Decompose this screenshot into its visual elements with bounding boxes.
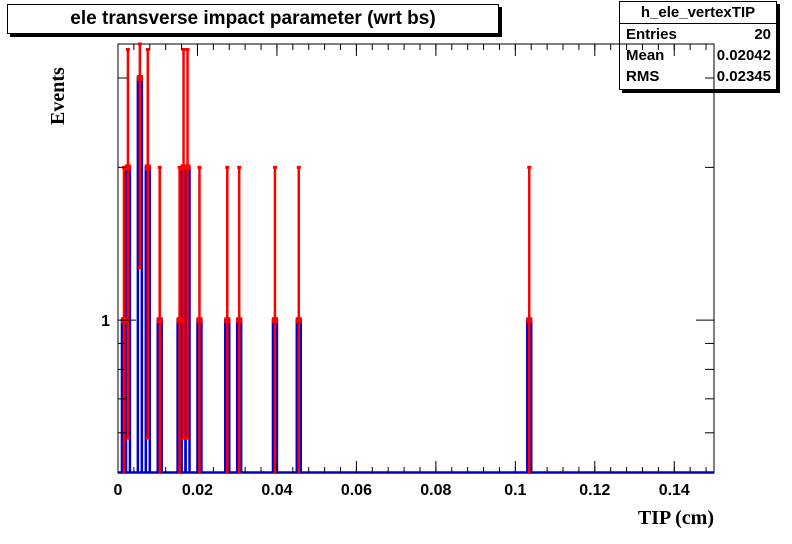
data-point xyxy=(271,165,278,473)
point-marker xyxy=(176,317,183,324)
stats-row-rms: RMS 0.02345 xyxy=(620,66,776,87)
point-marker xyxy=(136,74,143,81)
point-marker xyxy=(526,317,533,324)
data-point xyxy=(124,47,131,440)
stats-label-entries: Entries xyxy=(626,26,677,43)
point-marker xyxy=(236,317,243,324)
data-point xyxy=(224,165,231,473)
point-marker xyxy=(184,164,191,171)
data-point xyxy=(144,47,151,440)
data-point xyxy=(136,42,143,270)
point-marker xyxy=(295,317,302,324)
stats-box: h_ele_vertexTIP Entries 20 Mean 0.02042 … xyxy=(619,1,777,90)
stats-row-entries: Entries 20 xyxy=(620,24,776,45)
stats-label-rms: RMS xyxy=(626,68,660,85)
point-marker xyxy=(196,317,203,324)
point-marker xyxy=(180,164,187,171)
x-tick-label: 0.1 xyxy=(504,482,526,499)
stats-value-entries: 20 xyxy=(754,26,771,43)
x-tick-label: 0.08 xyxy=(420,482,451,499)
y-axis-label: Events xyxy=(47,67,69,125)
x-tick-label: 0 xyxy=(114,482,123,499)
x-tick-label: 0.02 xyxy=(182,482,213,499)
y-tick-label: 1 xyxy=(101,313,110,330)
stats-value-rms: 0.02345 xyxy=(716,68,771,85)
point-marker xyxy=(156,317,163,324)
x-tick-label: 0.14 xyxy=(659,482,690,499)
data-point xyxy=(295,165,302,473)
point-marker xyxy=(224,317,231,324)
x-tick-label: 0.12 xyxy=(579,482,610,499)
data-point xyxy=(236,165,243,473)
x-tick-label: 0.04 xyxy=(261,482,292,499)
data-point xyxy=(156,165,163,473)
data-point xyxy=(196,165,203,473)
point-marker xyxy=(124,164,131,171)
chart-title: ele transverse impact parameter (wrt bs) xyxy=(7,4,499,34)
data-point xyxy=(184,47,191,440)
stats-row-mean: Mean 0.02042 xyxy=(620,45,776,66)
data-point xyxy=(526,165,533,473)
stats-label-mean: Mean xyxy=(626,47,665,64)
x-tick-label: 0.06 xyxy=(341,482,372,499)
x-axis-label: TIP (cm) xyxy=(638,507,714,529)
stats-value-mean: 0.02042 xyxy=(716,47,771,64)
data-point xyxy=(180,47,187,440)
point-marker xyxy=(271,317,278,324)
stats-histogram-name: h_ele_vertexTIP xyxy=(620,2,776,24)
point-marker xyxy=(144,164,151,171)
plot-frame xyxy=(117,43,715,474)
